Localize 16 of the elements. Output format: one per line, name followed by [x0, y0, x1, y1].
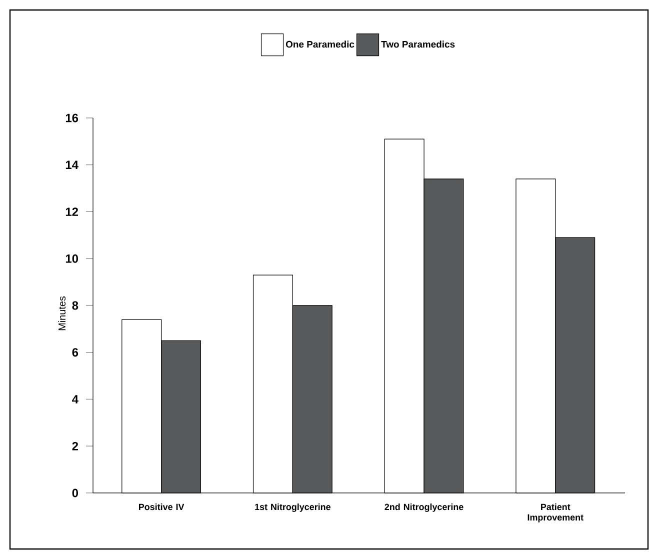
y-tick-label: 8 — [72, 301, 78, 310]
y-tick-label: 4 — [72, 395, 78, 404]
legend-label: One Paramedic — [286, 40, 354, 48]
x-tick-label: Positive IV — [138, 504, 184, 510]
y-axis-title: Minutes — [58, 296, 66, 330]
legend-label: Two Paramedics — [381, 40, 455, 48]
y-tick-label: 12 — [66, 208, 78, 216]
x-tick-label: Patient Improvement — [528, 504, 584, 522]
y-tick-label: 16 — [66, 114, 78, 122]
y-tick-label: 10 — [66, 254, 78, 263]
x-tick-label: 2nd Nitroglycerine — [384, 504, 464, 512]
y-tick-label: 2 — [72, 442, 78, 450]
y-tick-label: 6 — [72, 348, 78, 357]
y-tick-label: 14 — [66, 160, 78, 169]
y-tick-label: 0 — [72, 488, 78, 498]
x-tick-label: 1st Nitroglycerine — [255, 504, 330, 512]
